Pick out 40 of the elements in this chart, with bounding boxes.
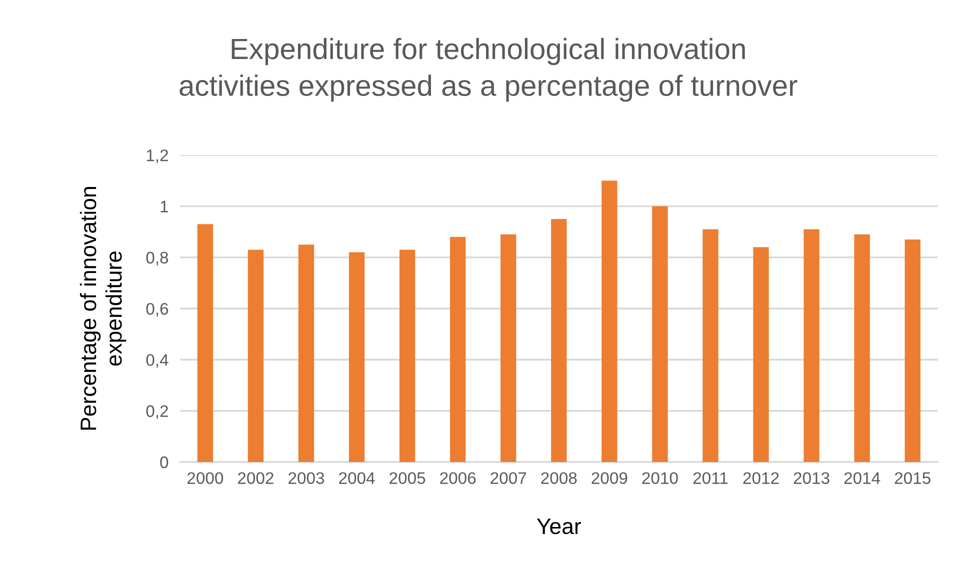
bar [298, 244, 314, 462]
y-tick-label: 0,8 [146, 252, 168, 266]
bar [602, 180, 618, 462]
y-tick-label: 1 [160, 200, 168, 212]
bar [500, 234, 516, 462]
x-tick-label: 2011 [693, 472, 728, 484]
chart-title: Expenditure for technological innovation activities expressed as a percentage of turnover [180, 38, 798, 102]
x-tick-label: 2009 [592, 472, 628, 484]
x-tick-label: 2007 [490, 472, 526, 484]
bar [904, 239, 920, 462]
bar [804, 229, 820, 462]
bar [248, 250, 264, 462]
bar [450, 236, 466, 462]
y-tick-label: 0,2 [146, 405, 168, 420]
x-tick-label: 2010 [642, 472, 678, 484]
bar [753, 247, 769, 462]
bar [551, 219, 567, 462]
x-tick-label: 2003 [288, 472, 324, 484]
x-tick-label: 2006 [440, 472, 476, 484]
bar [348, 252, 365, 462]
x-tick-label: 2015 [894, 472, 930, 484]
x-tick-label: 2000 [187, 472, 224, 484]
x-tick-label: 2008 [541, 472, 577, 484]
bar [197, 224, 214, 462]
x-axis-title: Year [536, 518, 581, 534]
x-tick-label: 2004 [339, 472, 375, 484]
y-axis-title: Percentage of innovation expenditure [80, 187, 126, 430]
x-tick-label: 2002 [238, 472, 274, 484]
bar [652, 206, 668, 462]
y-tick-label: 0 [160, 456, 168, 468]
x-tick-label: 2013 [794, 472, 830, 484]
bar [399, 250, 416, 462]
x-tick-label: 2014 [844, 472, 880, 484]
y-tick-label: 1,2 [146, 149, 168, 164]
x-tick-label: 2012 [743, 472, 779, 484]
bar [702, 229, 718, 462]
y-tick-label: 0,6 [146, 302, 168, 317]
bar [854, 234, 870, 462]
y-tick-label: 0,4 [146, 354, 168, 368]
x-tick-label: 2005 [390, 472, 426, 484]
